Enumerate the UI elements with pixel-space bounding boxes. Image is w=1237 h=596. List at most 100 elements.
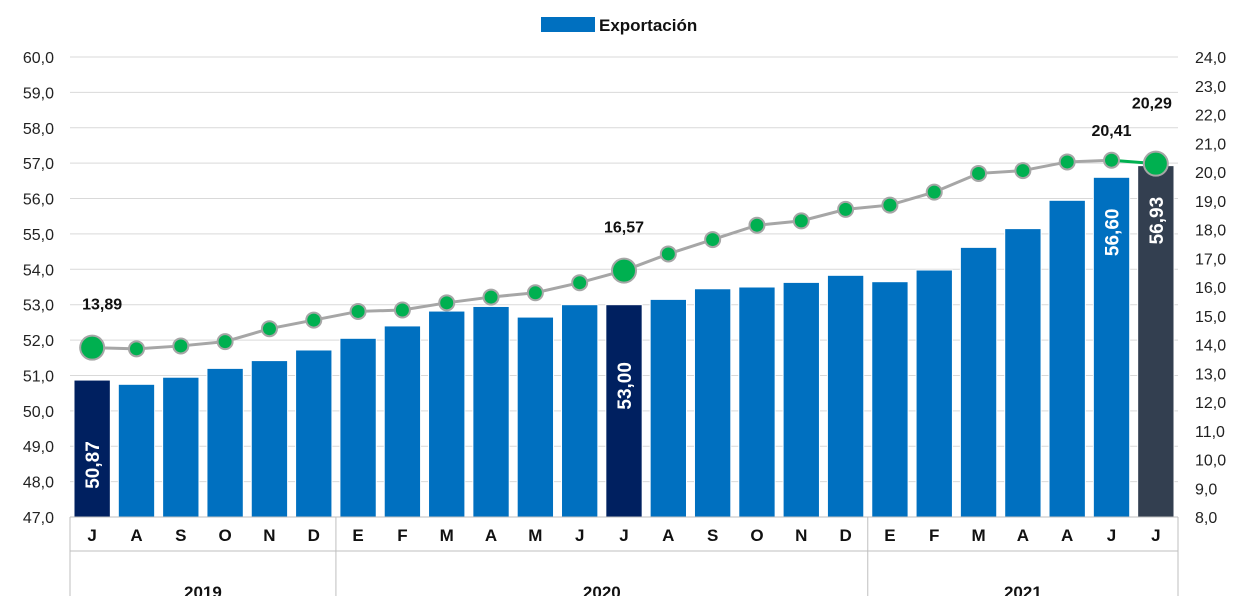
bar: [1048, 199, 1086, 518]
y-right-tick-label: 11,0: [1195, 424, 1225, 441]
month-label: A: [1017, 526, 1029, 545]
year-label: 2020: [583, 583, 621, 596]
y-left-tick-label: 47,0: [23, 510, 54, 527]
y-right-tick-label: 13,0: [1195, 366, 1226, 383]
month-label: A: [662, 526, 674, 545]
bar: [250, 360, 289, 518]
bar: [915, 269, 953, 518]
bar: [871, 281, 909, 518]
line-value-label: 16,57: [604, 220, 644, 237]
y-left-tick-label: 58,0: [23, 121, 54, 138]
month-label: F: [397, 526, 407, 545]
y-left-tick-label: 59,0: [23, 85, 54, 102]
month-label: J: [1151, 526, 1160, 545]
y-right-tick-label: 10,0: [1195, 453, 1226, 470]
month-label: M: [971, 526, 985, 545]
month-label: A: [130, 526, 142, 545]
y-right-tick-label: 8,0: [1195, 510, 1217, 527]
y-right-tick-label: 14,0: [1195, 338, 1226, 355]
month-label: D: [308, 526, 320, 545]
bar: [826, 274, 865, 518]
y-left-tick-label: 60,0: [23, 50, 54, 67]
y-right-tick-label: 24,0: [1195, 50, 1226, 67]
line-point: [1142, 150, 1169, 177]
y-right-tick-label: 21,0: [1195, 136, 1226, 153]
legend-label: Exportación: [599, 16, 697, 35]
bar: [1092, 176, 1131, 518]
y-right-tick-label: 18,0: [1195, 223, 1226, 240]
bar: [383, 325, 422, 518]
y-right-tick-label: 15,0: [1195, 309, 1226, 326]
bar: [782, 281, 820, 518]
line-point: [704, 231, 722, 249]
bar: [1004, 228, 1042, 518]
line-point: [659, 245, 677, 263]
y-left-tick-label: 48,0: [23, 475, 54, 492]
month-label: N: [795, 526, 807, 545]
year-label: 2019: [184, 583, 222, 596]
y-right-tick-label: 17,0: [1195, 251, 1226, 268]
line-point: [1058, 153, 1076, 171]
bar-value-label: 50,87: [83, 441, 104, 489]
month-label: M: [440, 526, 454, 545]
month-label: D: [839, 526, 851, 545]
y-right-tick-label: 9,0: [1195, 481, 1217, 498]
y-left-tick-label: 52,0: [23, 333, 54, 350]
y-left-tick-label: 50,0: [23, 404, 54, 421]
bar: [605, 304, 643, 518]
bar: [295, 349, 333, 518]
line-point: [79, 334, 106, 361]
bar: [117, 383, 156, 518]
line-value-label: 13,89: [82, 297, 122, 314]
month-label: F: [929, 526, 939, 545]
month-label: J: [1107, 526, 1116, 545]
line-point: [216, 333, 234, 351]
line-value-label: 20,41: [1091, 123, 1131, 140]
line-point: [792, 212, 810, 230]
line-point: [349, 302, 367, 320]
bar-value-label: 56,93: [1147, 197, 1168, 245]
line-point: [748, 216, 766, 234]
month-label: S: [707, 526, 718, 545]
year-label: 2021: [1004, 583, 1042, 596]
bar: [959, 246, 998, 518]
month-label: A: [1061, 526, 1073, 545]
line-point: [970, 164, 988, 182]
month-label: A: [485, 526, 497, 545]
y-right-tick-label: 16,0: [1195, 280, 1226, 297]
y-left-tick-label: 56,0: [23, 192, 54, 209]
line-point: [881, 196, 899, 214]
y-right-tick-label: 22,0: [1195, 108, 1226, 125]
month-label: O: [750, 526, 763, 545]
month-label: J: [87, 526, 96, 545]
bar: [738, 286, 776, 518]
y-right-tick-label: 20,0: [1195, 165, 1226, 182]
bar: [561, 304, 599, 518]
line-point: [438, 294, 456, 312]
y-left-tick-label: 55,0: [23, 227, 54, 244]
line-point: [127, 340, 145, 358]
month-label: S: [175, 526, 186, 545]
month-label: E: [884, 526, 895, 545]
month-label: E: [352, 526, 363, 545]
line-point: [393, 301, 411, 319]
legend-swatch: [541, 17, 595, 32]
y-right-tick-label: 23,0: [1195, 79, 1226, 96]
line-value-label: 20,29: [1132, 96, 1172, 113]
bar: [162, 376, 200, 518]
y-right-tick-label: 12,0: [1195, 395, 1226, 412]
bar: [693, 288, 732, 518]
line-point: [482, 288, 500, 306]
line-point: [305, 311, 323, 329]
month-label: O: [219, 526, 232, 545]
month-label: M: [528, 526, 542, 545]
bar: [428, 310, 466, 518]
line-point: [526, 284, 544, 302]
month-label: N: [263, 526, 275, 545]
line-point: [260, 320, 278, 338]
line-point: [172, 337, 190, 355]
y-left-tick-label: 54,0: [23, 262, 54, 279]
line-point: [925, 183, 943, 201]
y-left-tick-label: 51,0: [23, 368, 54, 385]
